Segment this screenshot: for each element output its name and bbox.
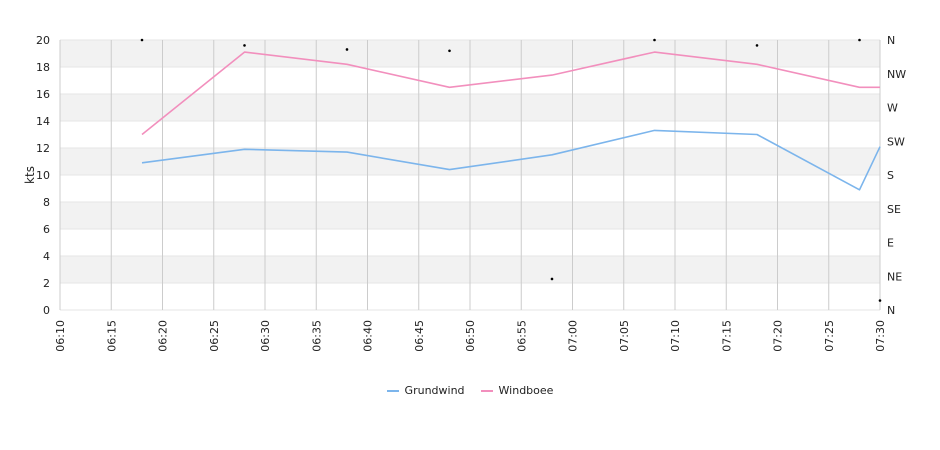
- x-axis-ticks: 06:10 06:15 06:20 06:25 06:30 06:35 06:40 06:45…: [54, 320, 887, 352]
- series-line-windboee: [141, 51, 880, 136]
- direction-marker: [653, 38, 656, 42]
- x-tick-label: 07:30: [874, 320, 887, 352]
- direction-marker: [858, 38, 861, 42]
- legend-item-grundwind[interactable]: Grundwind: [386, 384, 465, 397]
- y-tick-label: 0: [43, 304, 50, 317]
- y-tick-label: 18: [36, 61, 50, 74]
- x-tick-label: 07:15: [720, 320, 733, 352]
- series-lines: [141, 51, 881, 191]
- legend-label-windboee: Windboee: [498, 384, 554, 397]
- direction-tick-label: SE: [887, 203, 901, 216]
- x-tick-label: 06:50: [464, 320, 477, 352]
- legend-label-grundwind: Grundwind: [404, 384, 465, 397]
- x-tick-label: 06:20: [157, 320, 170, 352]
- y-tick-label: 14: [36, 115, 50, 128]
- direction-tick-label: W: [887, 102, 898, 115]
- legend: Grundwind Windboee: [0, 384, 940, 397]
- direction-marker: [345, 48, 349, 51]
- legend-swatch-grundwind: [386, 389, 399, 392]
- x-tick-label: 06:35: [310, 320, 323, 352]
- y-axis-title: kts: [23, 166, 37, 184]
- x-tick-label: 07:10: [669, 320, 682, 352]
- direction-marker: [448, 49, 451, 53]
- direction-marker: [140, 38, 144, 42]
- y-tick-label: 12: [36, 142, 50, 155]
- direction-axis-ticks: N NE E SE S SW W NW N: [887, 34, 906, 317]
- y-tick-label: 10: [36, 169, 50, 182]
- x-tick-label: 06:25: [208, 320, 221, 352]
- x-tick-label: 06:45: [413, 320, 426, 352]
- y-tick-label: 20: [36, 34, 50, 47]
- legend-swatch-windboee: [480, 389, 493, 392]
- direction-tick-label: E: [887, 237, 894, 250]
- legend-item-windboee[interactable]: Windboee: [480, 384, 554, 397]
- direction-tick-label: N: [887, 304, 895, 317]
- vertical-gridlines: [59, 40, 881, 310]
- direction-tick-label: NW: [887, 68, 906, 81]
- x-tick-label: 06:30: [259, 320, 272, 352]
- x-tick-label: 06:15: [105, 320, 118, 352]
- direction-tick-label: NE: [887, 270, 902, 283]
- y-tick-label: 6: [43, 223, 50, 236]
- direction-marker: [550, 277, 554, 281]
- direction-markers: [140, 38, 882, 302]
- y-axis-ticks: 0 2 4 6 8 10 12 14 16 18 20: [36, 34, 50, 317]
- direction-tick-label: N: [887, 34, 895, 47]
- direction-marker: [878, 299, 882, 302]
- y-tick-label: 16: [36, 88, 50, 101]
- x-tick-label: 07:05: [618, 320, 631, 352]
- x-tick-label: 06:10: [54, 320, 67, 352]
- direction-tick-label: SW: [887, 135, 905, 148]
- direction-tick-label: S: [887, 169, 894, 182]
- direction-marker: [243, 44, 246, 47]
- y-tick-label: 8: [43, 196, 50, 209]
- x-tick-label: 07:00: [567, 320, 580, 352]
- series-line-grundwind: [141, 129, 881, 191]
- x-tick-label: 07:20: [772, 320, 785, 352]
- y-tick-label: 2: [43, 277, 50, 290]
- x-tick-label: 06:55: [515, 320, 528, 352]
- x-tick-label: 06:40: [362, 320, 375, 352]
- x-tick-label: 07:25: [823, 320, 836, 352]
- direction-marker: [755, 44, 759, 47]
- y-tick-label: 4: [43, 250, 50, 263]
